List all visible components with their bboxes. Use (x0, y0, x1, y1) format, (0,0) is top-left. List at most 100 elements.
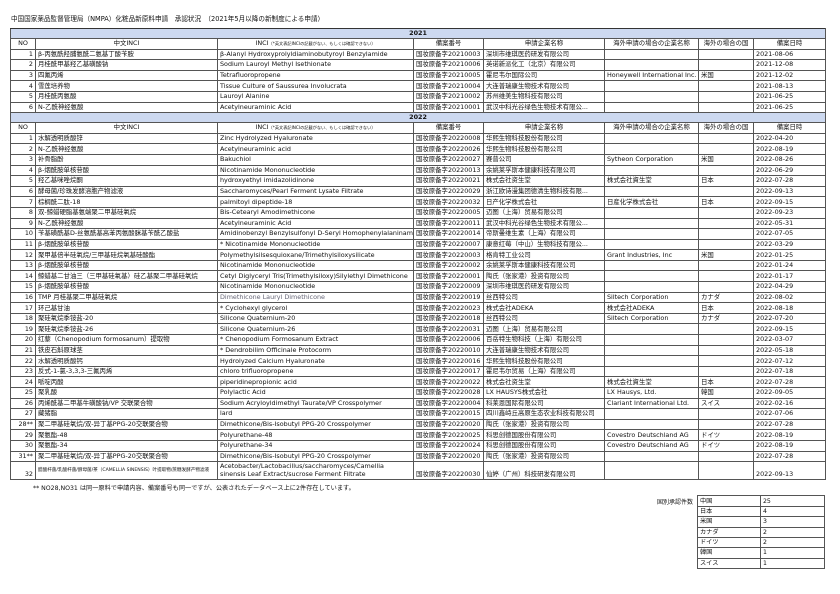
cell-filing-no: 国妆原备字20220002 (413, 259, 484, 272)
cell-applicant: 迈图（上海）贸易有限公司 (483, 206, 605, 219)
cell-filing-no: 国妆原备字20220003 (413, 249, 484, 261)
cell-no: 27 (10, 408, 36, 420)
cell-overseas-country (698, 238, 754, 251)
cell-inci: Bis-Cetearyl Amodimethicone (217, 206, 414, 219)
table-row: 27 藏猪脂 lard 国妆原备字20220015 四川鑫峙丘高原生态农业科技有限公司 2… (10, 408, 827, 420)
cell-date: 2022-09-13 (752, 461, 827, 481)
cell-filing-no: 国妆原备字20220006 (413, 334, 484, 346)
table-row: 9 N-乙酰神经氨酸 Acetylneuraminic Acid 国妆原备字20220… (10, 217, 827, 230)
cell-cn-inci: 哌啶丙酸 (35, 376, 218, 388)
cell-overseas-company (604, 59, 699, 71)
cell-inci: Dimethicone/Bis-Isobutyl PPG-20 Crosspol… (217, 450, 414, 463)
cell-no: 23 (10, 365, 36, 378)
cell-overseas-country (698, 48, 754, 61)
col-applicant-label: 申請企業名称 (524, 39, 564, 48)
cell-overseas-country: 米国 (698, 249, 754, 261)
cell-applicant: 格肯特工业公司 (483, 249, 605, 261)
cell-date: 2022-08-19 (752, 143, 827, 155)
cell-overseas-company (604, 281, 699, 293)
col-overseas-country: 海外の場合の国 (698, 38, 754, 50)
table-row: 3 四氟丙烯 Tetrafluoropropene 国妆原备字20210005 霍尼韦尔… (10, 69, 827, 82)
cell-no: 18 (10, 312, 36, 325)
cell-cn-inci: 聚二甲基硅氧烷/双-异丁基PPG-20交联聚合物 (35, 450, 218, 463)
cell-applicant: 帝斯曼维生素（上海）有限公司 (483, 228, 605, 240)
cell-cn-inci: N-乙酰神经氨酸 (35, 101, 218, 114)
cell-date: 2022-01-24 (752, 259, 827, 272)
table-row: 6 N-乙酰神经氨酸 Acetylneuraminic Acid 国妆原备字20210… (10, 101, 827, 114)
cell-overseas-country (698, 228, 754, 240)
cell-no: 17 (10, 302, 36, 314)
year-band-row: 2021 (9, 28, 827, 39)
cell-no: 14 (10, 270, 36, 283)
cell-applicant: 大连普瑞康生物技术有限公司 (483, 80, 605, 92)
cell-no: 1 (10, 48, 36, 61)
cell-filing-no: 国妆原备字20220020 (413, 450, 484, 463)
cell-cn-inci: 鲸蜡基二甘油三（三甲基硅氧基）硅乙基聚二甲基硅氧烷 (35, 270, 218, 283)
cell-cn-inci: 红藜（Chenopodium formosanum）提取物 (35, 334, 218, 346)
cell-cn-inci: β-烟酰胺单核苷酸 (35, 259, 218, 272)
table-row: 22 水解透明质酸钙 Hydrolyzed Calcium Hyaluronate 国… (10, 355, 827, 367)
cell-filing-no: 国妆原备字20220024 (413, 439, 484, 452)
cell-cn-inci: 聚硅氧烷季铵盐-26 (35, 323, 218, 336)
col-no-label: NO (18, 123, 28, 132)
col-cn-inci-label: 中文INCI (113, 39, 140, 48)
cell-date: 2022-07-28 (752, 418, 827, 431)
cell-filing-no: 国妆原备字20210001 (413, 101, 484, 114)
cell-overseas-country: ドイツ (698, 429, 754, 441)
cell-applicant: 武汉中科光谷绿色生物技术有限公... (483, 101, 605, 114)
cell-no: 10 (10, 228, 36, 240)
table-row: 31** 聚二甲基硅氧烷/双-异丁基PPG-20交联聚合物 Dimethicone/… (10, 450, 827, 463)
cell-inci: Bakuchiol (217, 153, 414, 166)
table-row: 17 环己基甘油 * Cyclohexyl glycerol 国妆原备字2022002… (10, 302, 827, 314)
cell-filing-no: 国妆原备字20220019 (413, 291, 484, 304)
cell-inci: Acetylneuraminic Acid (217, 101, 414, 114)
summary-count: 3 (760, 516, 825, 528)
cell-overseas-country: 米国 (698, 153, 754, 166)
table-row: 16 TMP 月桂基聚二甲基硅氧烷 Dimethicone Lauryl Dimet… (10, 291, 827, 304)
cell-inci: Polyurethane-48 (217, 429, 414, 441)
cell-overseas-company (604, 334, 699, 346)
cell-no: 8 (10, 206, 36, 219)
table-row: 4 雪莲培养物 Tissue Culture of Saussurea Involu… (10, 80, 827, 92)
cell-overseas-company (604, 323, 699, 336)
cell-overseas-country (698, 59, 754, 71)
cell-filing-no: 国妆原备字20220022 (413, 376, 484, 388)
cell-cn-inci: 醋酸杆菌/乳酸杆菌/酵母菌/茶（CAMELLIA SINENSIS）叶提取物/蔗… (35, 461, 218, 481)
cell-date: 2022-07-18 (752, 365, 827, 378)
cell-cn-inci: 月桂酰丙氨酸 (35, 90, 218, 103)
cell-inci: palmitoyl dipeptide-18 (217, 196, 414, 208)
cell-filing-no: 国妆原备字20210002 (413, 90, 484, 103)
cell-overseas-company (604, 206, 699, 219)
cell-overseas-country (698, 365, 754, 378)
col-cn-inci: 中文INCI (35, 122, 218, 134)
cell-inci: * Dendrobilim Officinale Protocorm (217, 344, 414, 357)
cell-inci: Saccharomyces/Pearl Ferment Lysate Filtr… (217, 185, 414, 198)
col-inci-label: INCI (255, 39, 269, 48)
cell-date: 2021-12-02 (752, 69, 827, 82)
cell-cn-inci: 棕榈酰二肽-18 (35, 196, 218, 208)
summary-row: 中国 25 (697, 495, 825, 507)
table-row: 5 羟乙基咪唑烷酮 hydroxyethyl imidazolidinone 国妆原备… (10, 175, 827, 187)
cell-no: 2 (10, 143, 36, 155)
cell-date: 2021-06-25 (752, 90, 827, 103)
cell-cn-inci: 月桂酰甲基羟乙基磺酸钠 (35, 59, 218, 71)
cell-date: 2022-07-05 (752, 228, 827, 240)
cell-no: 2 (10, 59, 36, 71)
column-header-row: NO 中文INCI INCI（*英文表記INCIの記載がない、もしくは確認できない）… (10, 38, 827, 50)
footnote: ** NO28,NO31 は同一原料で申請内容、備案番号も同一ですが、公表された… (33, 485, 355, 493)
cell-no: 32 (10, 461, 36, 481)
cell-filing-no: 国妆原备字20220010 (413, 344, 484, 357)
cell-overseas-country: カナダ (698, 291, 754, 304)
cell-no: 3 (10, 153, 36, 166)
cell-overseas-company (604, 90, 699, 103)
cell-inci: Polyurethane-34 (217, 439, 414, 452)
cell-applicant: 浙江欧诗漫集团德清生物科技有限... (483, 185, 605, 198)
cell-overseas-country (698, 90, 754, 103)
col-overseas-company-label: 海外申請の場合の企業名称 (613, 39, 690, 48)
cell-overseas-company (604, 344, 699, 357)
col-date: 備案日時 (752, 38, 827, 50)
cell-applicant: 株式会社ADEKA (483, 302, 605, 314)
cell-overseas-company (604, 418, 699, 431)
cell-no: 20 (10, 334, 36, 346)
col-applicant-label: 申請企業名称 (524, 123, 564, 132)
